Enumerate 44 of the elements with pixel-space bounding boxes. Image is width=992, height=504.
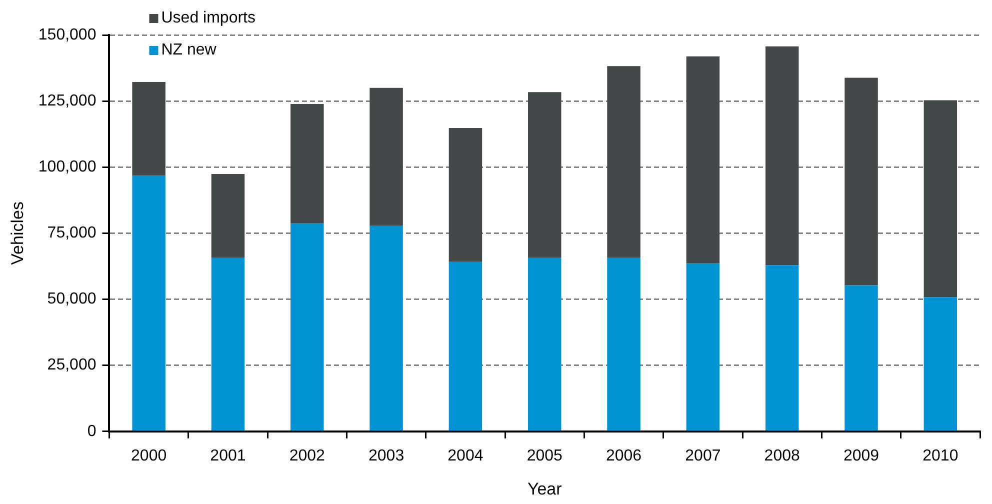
x-tick-label: 2001 — [210, 447, 246, 464]
bar — [132, 176, 166, 431]
x-tick-label: 2005 — [526, 447, 563, 464]
x-tick-label: 2004 — [448, 447, 484, 464]
y-tick-label: 25,000 — [47, 356, 96, 374]
bar — [844, 78, 878, 286]
y-tick-label: 75,000 — [47, 224, 96, 242]
bar — [924, 100, 958, 298]
bar — [686, 263, 720, 431]
y-axis-title: Vehicles — [8, 202, 27, 265]
bar — [448, 128, 482, 262]
bar — [686, 56, 720, 264]
bar — [607, 66, 640, 258]
bar — [765, 46, 799, 266]
y-tick-label: 50,000 — [47, 290, 96, 308]
x-tick-label: 2007 — [685, 447, 721, 464]
x-tick-label: 2008 — [764, 447, 800, 464]
legend-label: NZ new — [161, 41, 217, 58]
x-tick-label: 2002 — [289, 447, 326, 464]
bar — [607, 258, 640, 431]
bar — [211, 258, 245, 431]
bar — [132, 82, 166, 176]
bar — [765, 265, 799, 431]
y-tick-label: 150,000 — [38, 26, 96, 44]
bar — [290, 104, 324, 224]
x-tick-label: 2006 — [606, 447, 642, 464]
x-tick-label: 2010 — [922, 447, 958, 464]
bar — [924, 297, 958, 431]
bar — [370, 226, 403, 431]
bar — [290, 223, 324, 431]
y-tick-label: 0 — [87, 422, 96, 440]
bar — [844, 285, 878, 431]
bar — [370, 88, 403, 226]
bar — [528, 92, 562, 258]
y-tick-label: 100,000 — [38, 158, 96, 176]
bar — [211, 174, 245, 258]
x-tick-label: 2009 — [843, 447, 880, 464]
x-tick-label: 2003 — [368, 447, 404, 464]
y-tick-label: 125,000 — [38, 92, 96, 110]
x-axis-title: Year — [527, 479, 562, 498]
legend-label: Used imports — [161, 9, 256, 26]
bar — [448, 261, 482, 431]
x-tick-label: 2000 — [131, 447, 167, 464]
bar — [528, 258, 562, 431]
